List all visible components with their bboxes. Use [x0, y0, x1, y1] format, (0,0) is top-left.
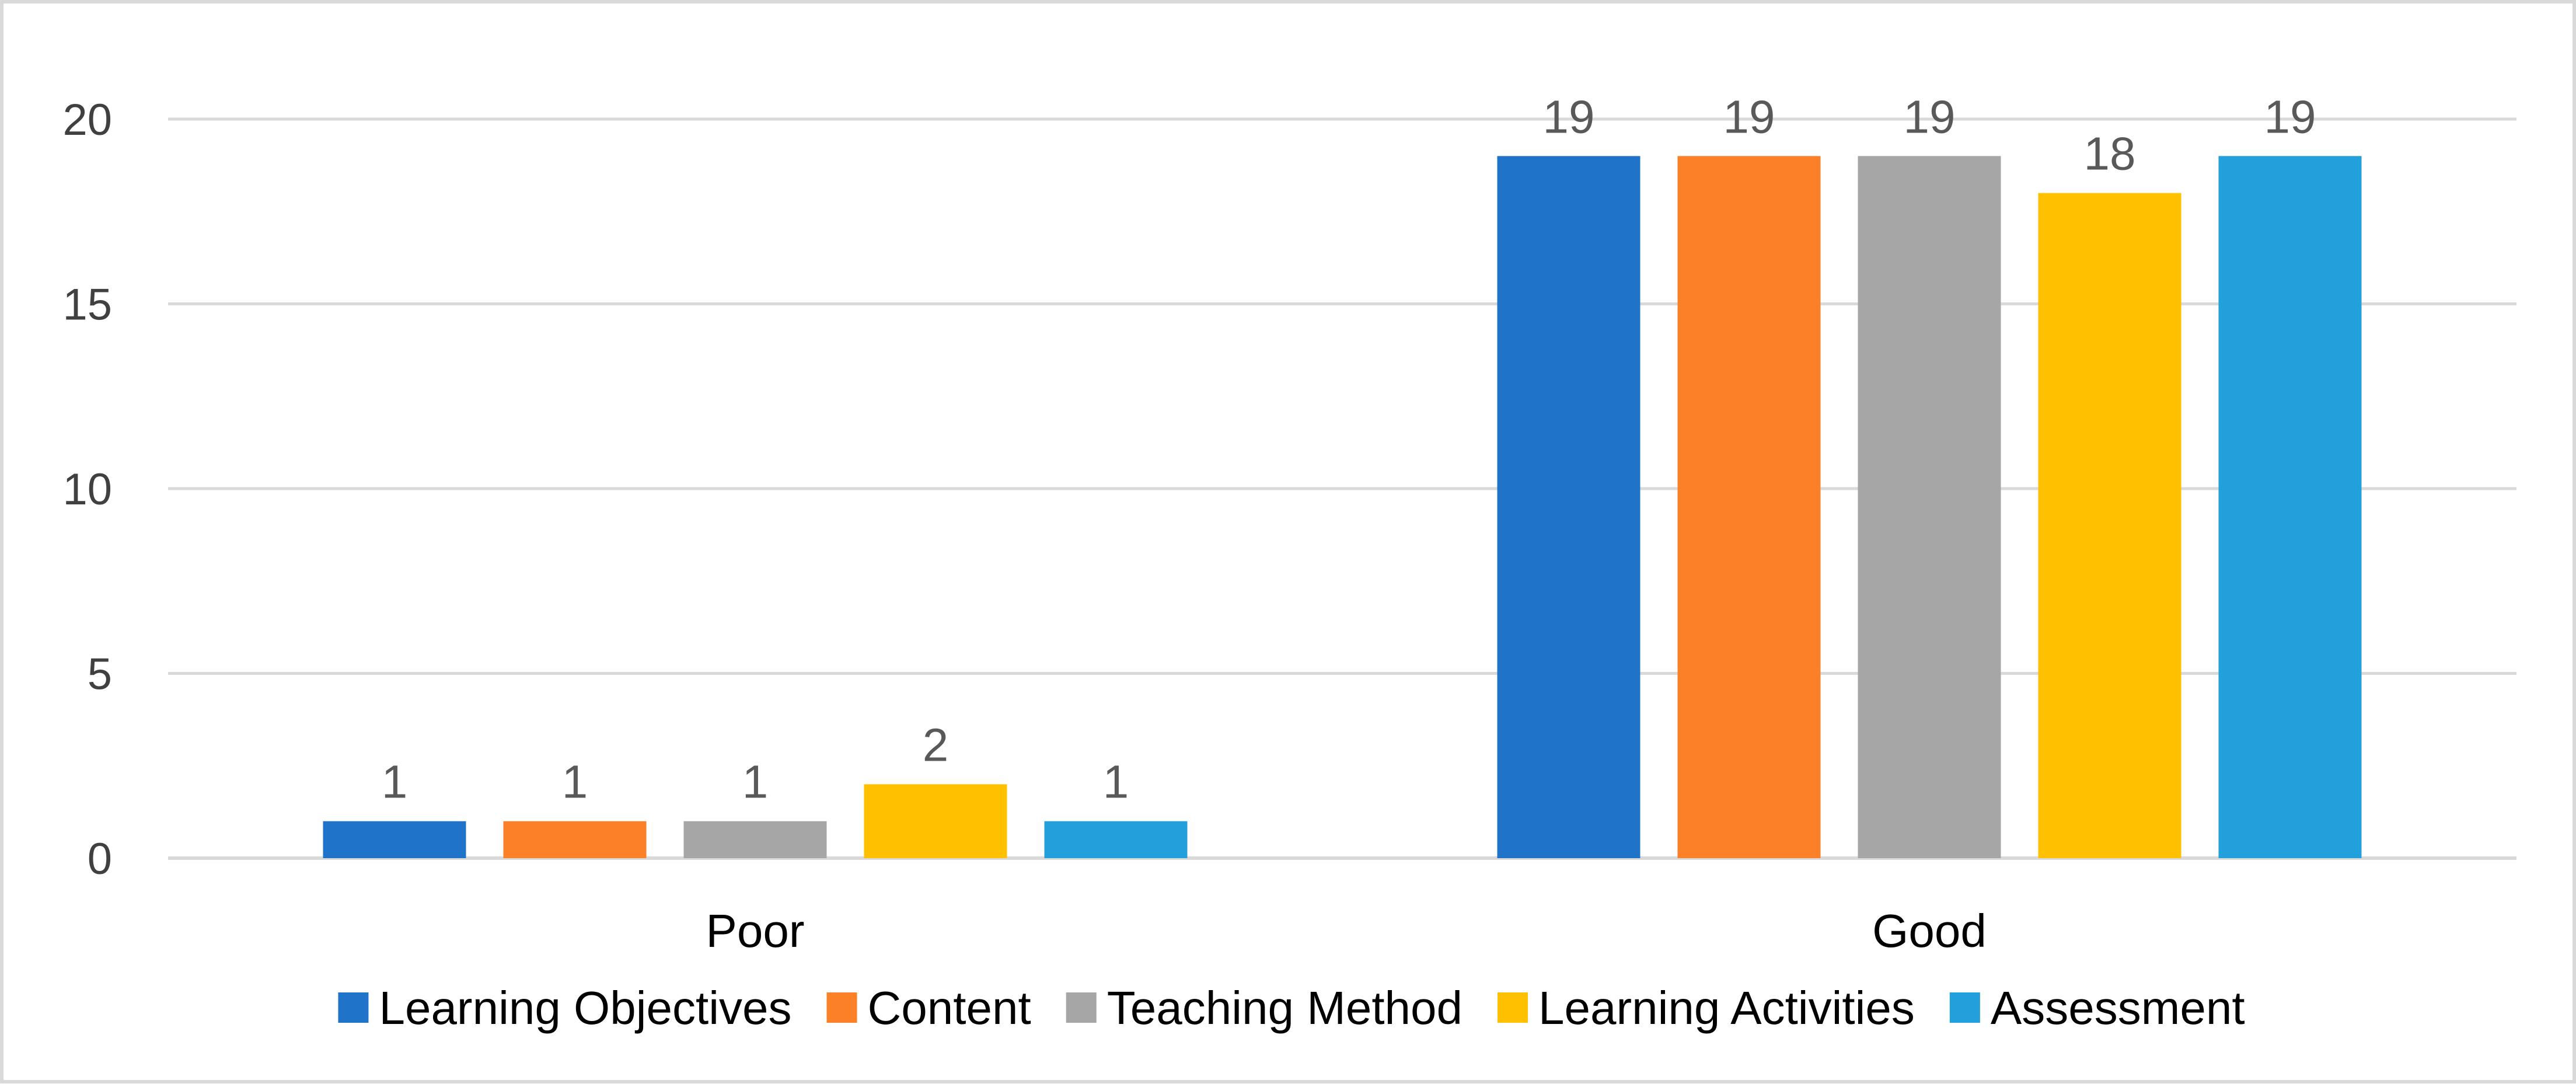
- bar: [2218, 156, 2362, 858]
- legend: Learning Objectives Content Teaching Metho…: [338, 982, 2245, 1034]
- category-labels: Poor Good: [706, 905, 1987, 957]
- y-tick-label: 5: [88, 650, 112, 699]
- data-label: 19: [1723, 90, 1775, 142]
- y-tick-label: 10: [62, 465, 112, 514]
- legend-item: Content: [826, 982, 1031, 1034]
- legend-swatch: [1498, 992, 1528, 1023]
- data-label: 19: [2264, 90, 2316, 142]
- y-tick-label: 20: [62, 95, 112, 145]
- y-tick-label: 15: [62, 280, 112, 330]
- category-label: Good: [1872, 905, 1987, 957]
- data-label: 1: [562, 756, 588, 808]
- y-axis-tick-labels: 0 5 10 15 20: [62, 95, 112, 884]
- bar: [323, 821, 466, 858]
- bar: [864, 784, 1007, 858]
- legend-label: Learning Objectives: [379, 982, 791, 1034]
- legend-label: Content: [868, 982, 1031, 1034]
- bar: [1497, 156, 1640, 858]
- data-label: 19: [1904, 90, 1956, 142]
- legend-swatch: [1949, 992, 1980, 1023]
- data-label: 18: [2084, 128, 2136, 180]
- data-label: 2: [923, 719, 949, 771]
- legend-label: Assessment: [1991, 982, 2245, 1034]
- bar: [683, 821, 827, 858]
- bar: [1677, 156, 1821, 858]
- legend-item: Teaching Method: [1066, 982, 1462, 1034]
- legend-label: Learning Activities: [1538, 982, 1915, 1034]
- bars: [323, 156, 2362, 859]
- data-label: 19: [1543, 90, 1595, 142]
- bar-chart: 0 5 10 15 20 1 1 1 2 1 19 19 19 18 19 Poor Good Learni…: [62, 90, 2516, 1034]
- legend-item: Assessment: [1949, 982, 2245, 1034]
- legend-swatch: [1066, 992, 1097, 1023]
- bar: [2038, 193, 2181, 859]
- legend-label: Teaching Method: [1107, 982, 1462, 1034]
- data-label: 1: [742, 756, 769, 808]
- bar: [1044, 821, 1188, 858]
- legend-swatch: [826, 992, 857, 1023]
- legend-item: Learning Activities: [1498, 982, 1915, 1034]
- data-label: 1: [1103, 756, 1129, 808]
- bar: [503, 821, 647, 858]
- legend-item: Learning Objectives: [338, 982, 792, 1034]
- data-label: 1: [382, 756, 408, 808]
- y-tick-label: 0: [88, 834, 112, 884]
- category-label: Poor: [706, 905, 805, 957]
- legend-swatch: [338, 992, 369, 1023]
- bar: [1858, 156, 2001, 858]
- data-labels: 1 1 1 2 1 19 19 19 18 19: [382, 90, 2316, 807]
